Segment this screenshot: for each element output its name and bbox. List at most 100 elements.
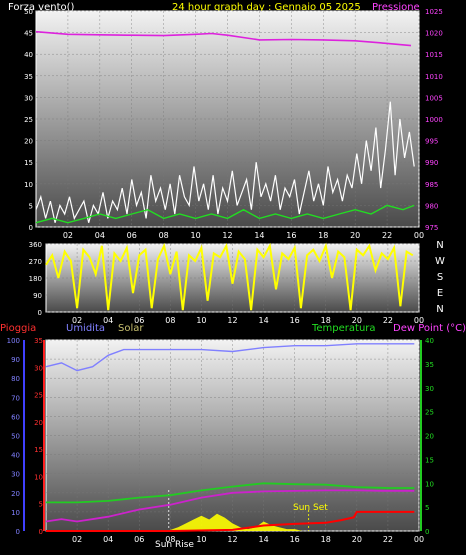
x-tick-label: 22 (383, 316, 393, 325)
x-tick-label: 10 (196, 316, 206, 325)
humidity-tick-label: 100 (7, 337, 20, 345)
right-tick-label: 1005 (425, 94, 443, 102)
temperature-tick-label: 25 (425, 409, 434, 417)
x-tick-label: 02 (72, 316, 82, 325)
temperature-series (46, 482, 415, 504)
x-tick-label: 16 (286, 231, 296, 240)
legend-temperature: Temperatura (311, 323, 376, 334)
left-tick-label: 25 (24, 116, 33, 124)
x-tick-label: 14 (258, 316, 268, 325)
legend-solar: Solar (118, 323, 144, 334)
left-tick-label: 0 (29, 224, 33, 232)
left-tick-label: 15 (24, 159, 33, 167)
x-tick-label: 12 (227, 316, 237, 325)
solar-area (167, 513, 303, 531)
x-tick-label: 20 (350, 231, 360, 240)
dewpoint-series (45, 489, 415, 523)
right-tick-label: 975 (425, 224, 438, 232)
x-tick-label: 06 (134, 316, 144, 325)
x-tick-label: 14 (254, 231, 264, 240)
legend-humidity: Umidita (66, 323, 105, 334)
rain-tick-label: 30 (34, 364, 43, 372)
temperature-tick-label: 10 (425, 480, 434, 488)
temperature-tick-label: 35 (425, 361, 434, 369)
humidity-tick-label: 30 (11, 471, 20, 479)
left-tick-label: 5 (29, 202, 33, 210)
right-tick-label: 1020 (425, 30, 443, 38)
wind-speed-series (35, 101, 415, 223)
x-tick-label: 02 (72, 535, 82, 544)
humidity-tick-label: 10 (11, 509, 20, 517)
x-tick-label: 18 (321, 316, 331, 325)
direction-tick-label: 180 (29, 275, 42, 283)
temperature-tick-label: 5 (425, 504, 429, 512)
left-axis-label: Forza vento() (8, 2, 75, 13)
left-tick-label: 35 (24, 73, 33, 81)
x-tick-label: 20 (352, 535, 362, 544)
right-axis-label: Pressione (372, 2, 420, 13)
right-tick-label: 995 (425, 138, 438, 146)
humidity-tick-label: 20 (11, 490, 20, 498)
rain-tick-label: 25 (34, 392, 43, 400)
right-tick-label: 1025 (425, 8, 443, 16)
x-tick-label: 22 (382, 231, 392, 240)
left-tick-label: 40 (24, 51, 33, 59)
left-tick-label: 30 (24, 94, 33, 102)
legend-dewpoint: Dew Point (°C) (393, 323, 466, 334)
rain-tick-label: 35 (34, 337, 43, 345)
x-tick-label: 08 (165, 535, 175, 544)
temperature-tick-label: 20 (425, 433, 434, 441)
x-tick-label: 16 (290, 535, 300, 544)
x-tick-label: 04 (103, 316, 113, 325)
temperature-tick-label: 15 (425, 456, 434, 464)
humidity-tick-label: 0 (16, 528, 20, 536)
left-tick-label: 20 (24, 138, 33, 146)
left-tick-label: 10 (24, 181, 33, 189)
compass-label: N (436, 240, 443, 251)
rain-tick-label: 15 (34, 446, 43, 454)
x-tick-label: 00 (414, 316, 424, 325)
right-tick-label: 980 (425, 202, 438, 210)
humidity-tick-label: 50 (11, 433, 20, 441)
direction-tick-label: 0 (38, 309, 42, 317)
rain-series (46, 510, 415, 532)
x-tick-label: 16 (290, 316, 300, 325)
rain-tick-label: 10 (34, 473, 43, 481)
rain-tick-label: 5 (39, 501, 43, 509)
x-tick-label: 18 (321, 535, 331, 544)
direction-tick-label: 270 (29, 258, 42, 266)
x-tick-label: 00 (414, 535, 424, 544)
chart-title: 24 hour graph day : Gennaio 05 2025 (172, 2, 361, 13)
humidity-tick-label: 70 (11, 394, 20, 402)
rain-tick-label: 20 (34, 419, 43, 427)
x-tick-label: 14 (258, 535, 268, 544)
temperature-tick-label: 40 (425, 337, 434, 345)
x-tick-label: 08 (159, 231, 169, 240)
compass-label: N (436, 304, 443, 315)
x-tick-label: 04 (95, 231, 105, 240)
x-tick-label: 06 (127, 231, 137, 240)
x-tick-label: 06 (134, 535, 144, 544)
x-tick-label: 20 (352, 316, 362, 325)
x-tick-label: 10 (190, 231, 200, 240)
wind-direction-series (45, 242, 414, 311)
x-tick-label: 04 (103, 535, 113, 544)
rain-tick-label: 0 (39, 528, 43, 536)
legend-rain: Pioggia (0, 323, 36, 334)
right-tick-label: 1010 (425, 73, 443, 81)
x-tick-label: 18 (318, 231, 328, 240)
direction-tick-label: 360 (29, 241, 42, 249)
x-tick-label: 02 (63, 231, 73, 240)
right-tick-label: 1015 (425, 51, 443, 59)
temperature-tick-label: 30 (425, 385, 434, 393)
temperature-tick-label: 0 (425, 528, 429, 536)
right-tick-label: 990 (425, 159, 438, 167)
humidity-tick-label: 40 (11, 452, 20, 460)
x-tick-label: 12 (227, 535, 237, 544)
direction-tick-label: 90 (33, 292, 42, 300)
wind-gust-series (35, 204, 415, 224)
x-tick-label: 12 (222, 231, 232, 240)
left-tick-label: 50 (24, 8, 33, 16)
sunrise-label: Sun Rise (155, 540, 194, 550)
